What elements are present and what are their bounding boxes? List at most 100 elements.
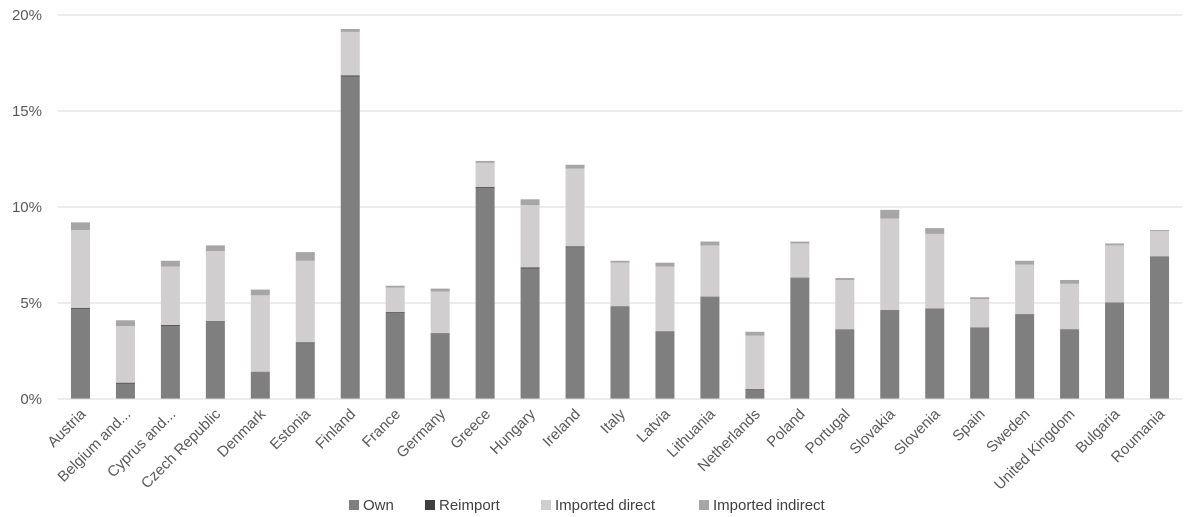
bar-stack: [565, 164, 585, 399]
bar-segment: [340, 75, 360, 77]
bar-stack: [70, 222, 90, 399]
x-tick-label: Ireland: [539, 406, 583, 450]
bar-segment: [880, 310, 900, 399]
bar-stack: [880, 209, 900, 399]
bar-segment: [520, 268, 540, 399]
bar-segment: [295, 343, 315, 399]
legend-item: Own: [349, 497, 394, 514]
bar-segment: [745, 335, 765, 390]
bar-segment: [610, 260, 630, 263]
bar-segment: [385, 287, 405, 313]
bar-segment: [1060, 279, 1080, 284]
bar-segment: [520, 205, 540, 268]
bar-segment: [1105, 243, 1125, 246]
bar-segment: [700, 296, 720, 298]
bar-stack: [1105, 243, 1125, 399]
legend-label: Imported direct: [555, 497, 656, 514]
bar-segment: [970, 327, 990, 399]
bar-stack: [1060, 279, 1080, 399]
legend-item: Imported direct: [541, 497, 656, 514]
bar-segment: [70, 230, 90, 308]
bars: [70, 29, 1170, 399]
bar-segment: [520, 267, 540, 269]
x-tick-label: Hungary: [487, 405, 539, 457]
bar-segment: [250, 289, 270, 296]
bar-segment: [475, 162, 495, 187]
x-tick-label: Poland: [764, 406, 809, 451]
bar-segment: [745, 389, 765, 399]
bar-segment: [1060, 329, 1080, 399]
bar-segment: [340, 76, 360, 399]
bar-segment: [430, 288, 450, 292]
bar-segment: [205, 322, 225, 399]
legend-item: Reimport: [425, 497, 501, 514]
x-tick-label: Finland: [312, 406, 359, 453]
bar-segment: [115, 326, 135, 383]
bar-segment: [565, 247, 585, 399]
bar-segment: [925, 228, 945, 234]
bar-segment: [340, 31, 360, 76]
bar-segment: [610, 262, 630, 307]
bar-segment: [475, 186, 495, 188]
x-tick-label: France: [359, 406, 404, 451]
bar-segment: [925, 308, 945, 399]
bar-segment: [115, 382, 135, 384]
bar-stack: [160, 260, 180, 399]
bar-segment: [1150, 231, 1170, 257]
bar-segment: [250, 295, 270, 372]
y-tick-label: 10%: [12, 199, 42, 216]
bar-segment: [115, 383, 135, 399]
bar-stack: [340, 29, 360, 399]
bar-segment: [610, 306, 630, 307]
bar-segment: [205, 245, 225, 252]
bar-segment: [160, 266, 180, 326]
x-tick-label: Germany: [393, 405, 449, 461]
bar-stack: [295, 252, 315, 399]
y-tick-label: 5%: [20, 295, 42, 312]
bar-segment: [115, 320, 135, 327]
bar-stack: [475, 160, 495, 399]
x-tick-label: United Kingdom: [991, 406, 1078, 493]
x-tick-label: Slovenia: [891, 405, 944, 458]
legend-swatch: [699, 500, 709, 510]
bar-stack: [520, 199, 540, 399]
bar-segment: [250, 372, 270, 399]
bar-segment: [970, 297, 990, 300]
bar-segment: [160, 325, 180, 327]
bar-segment: [475, 160, 495, 163]
bar-stack: [970, 297, 990, 399]
x-tick-label: Italy: [597, 405, 629, 437]
bar-stack: [655, 262, 675, 399]
bar-segment: [700, 245, 720, 297]
bar-segment: [700, 241, 720, 246]
bar-segment: [880, 310, 900, 311]
legend-swatch: [541, 500, 551, 510]
x-tick-label: Portugal: [802, 406, 854, 458]
bar-segment: [1060, 329, 1080, 330]
bar-segment: [430, 291, 450, 334]
bar-segment: [565, 246, 585, 248]
bar-segment: [295, 260, 315, 343]
y-tick-label: 15%: [12, 103, 42, 120]
bar-stack: [205, 245, 225, 399]
bar-segment: [835, 278, 855, 280]
bar-segment: [1105, 303, 1125, 399]
bar-segment: [70, 222, 90, 231]
y-tick-label: 0%: [20, 391, 42, 408]
bar-segment: [520, 199, 540, 206]
bar-stack: [430, 288, 450, 399]
bar-stack: [250, 289, 270, 399]
bar-segment: [1015, 260, 1035, 265]
bar-segment: [295, 252, 315, 261]
bar-segment: [1015, 264, 1035, 315]
bar-segment: [655, 331, 675, 332]
bar-segment: [700, 297, 720, 399]
x-tick-label: Slovakia: [846, 405, 899, 458]
bar-stack: [835, 278, 855, 399]
x-tick-label: Czech Republic: [138, 405, 225, 492]
bar-segment: [565, 168, 585, 247]
bar-stack: [610, 260, 630, 399]
bar-stack: [745, 331, 765, 399]
bar-segment: [1150, 230, 1170, 231]
